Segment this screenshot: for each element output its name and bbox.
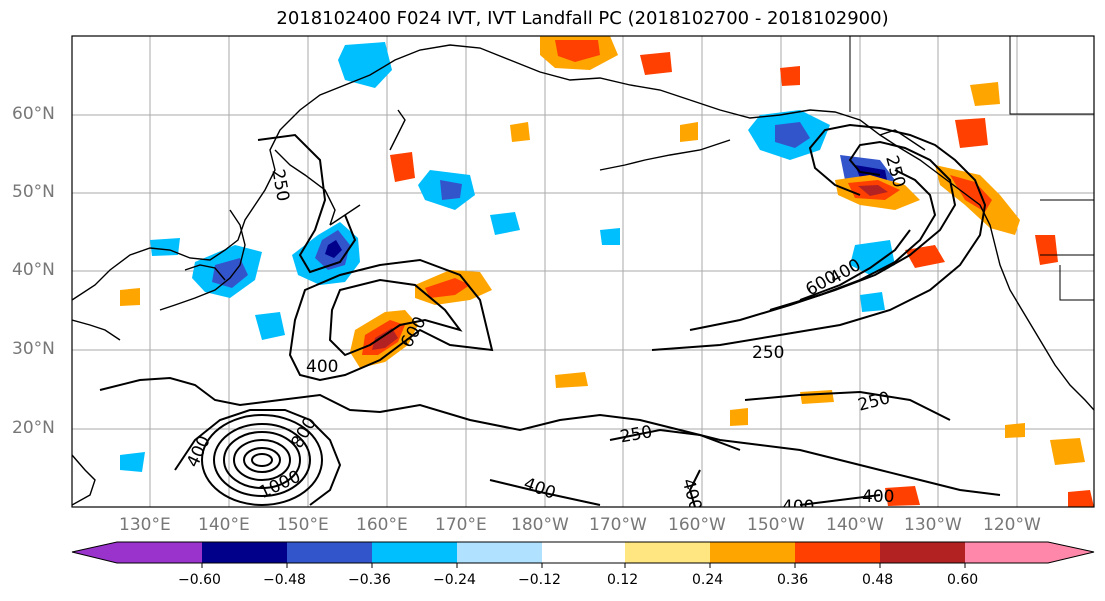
lon-label-130e: 130°E bbox=[119, 515, 171, 535]
contour-label: 400 bbox=[782, 497, 814, 517]
contour-label: 400 bbox=[862, 487, 894, 507]
colorbar-tick-label: 0.60 bbox=[947, 572, 979, 588]
ivt-contours bbox=[99, 123, 1001, 507]
lon-label-150e: 150°E bbox=[277, 515, 329, 535]
colorbar-tick-label: 0.48 bbox=[862, 572, 894, 588]
boundaries bbox=[849, 36, 1094, 301]
colorbar bbox=[71, 541, 1095, 568]
lat-label-30n: 30°N bbox=[12, 339, 55, 359]
colorbar-tick-label: −0.12 bbox=[518, 572, 561, 588]
map-border bbox=[71, 35, 1095, 508]
lat-label-60n: 60°N bbox=[12, 104, 55, 124]
contour-label: 250 bbox=[752, 343, 784, 363]
lon-label-170e: 170°E bbox=[435, 515, 487, 535]
lon-label-160e: 160°E bbox=[356, 515, 408, 535]
colorbar-tick-label: 0.24 bbox=[692, 572, 724, 588]
lon-label-140e: 140°E bbox=[198, 515, 250, 535]
lon-label-170w: 170°W bbox=[589, 515, 647, 535]
colorbar-tick-label: −0.48 bbox=[263, 572, 306, 588]
lat-label-50n: 50°N bbox=[12, 182, 55, 202]
colorbar-tick-label: 0.12 bbox=[607, 572, 639, 588]
lon-label-160w: 160°W bbox=[668, 515, 726, 535]
colorbar-tick-label: −0.24 bbox=[433, 572, 476, 588]
coastlines bbox=[72, 44, 1094, 506]
colorbar-tick-label: −0.60 bbox=[178, 572, 221, 588]
lat-label-20n: 20°N bbox=[12, 418, 55, 438]
lon-label-180w: 180°W bbox=[511, 515, 569, 535]
lon-label-130w: 130°W bbox=[904, 515, 962, 535]
lon-label-140w: 140°W bbox=[826, 515, 884, 535]
lat-label-40n: 40°N bbox=[12, 260, 55, 280]
lon-label-120w: 120°W bbox=[983, 515, 1041, 535]
lon-label-150w: 150°W bbox=[747, 515, 805, 535]
colorbar-tick-label: 0.36 bbox=[777, 572, 809, 588]
contour-label: 400 bbox=[306, 357, 338, 377]
colorbar-tick-label: −0.36 bbox=[348, 572, 391, 588]
positive-pc-patches bbox=[120, 36, 1094, 507]
map-title: 2018102400 F024 IVT, IVT Landfall PC (20… bbox=[276, 8, 889, 29]
